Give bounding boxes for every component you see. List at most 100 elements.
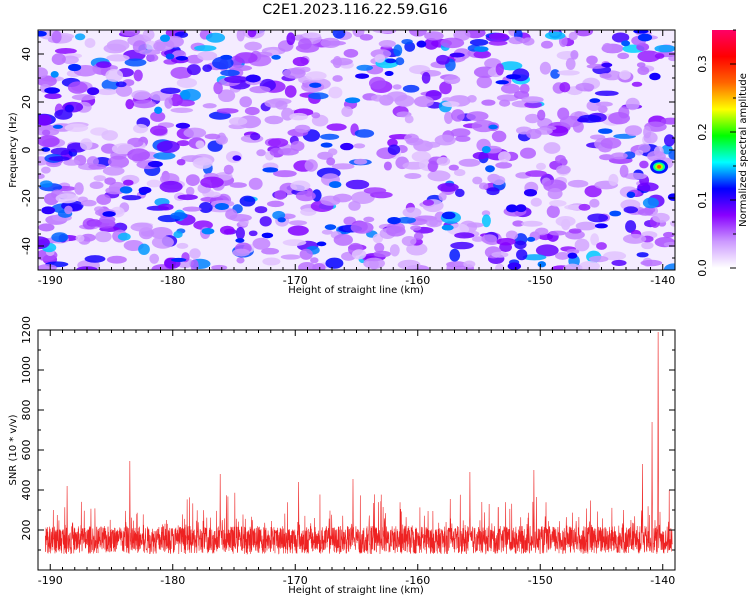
heatmap-cell [256,149,266,157]
heatmap-cell [157,203,174,211]
heatmap-cell [498,99,511,107]
heatmap-cell [71,94,96,101]
heatmap-cell [55,193,79,204]
heatmap-cell [402,84,420,93]
x-tick-label: -160 [405,574,430,587]
heatmap-cell [496,237,516,246]
heatmap-cell [660,117,675,125]
heatmap-cell [212,56,234,70]
heatmap-cell [290,140,305,152]
heatmap-cell [177,194,198,201]
heatmap-cell [611,259,627,266]
heatmap-cell [599,154,614,161]
colorbar-tick-label: 0.1 [696,191,709,209]
heatmap-cell [463,260,476,268]
heatmap-cell [332,193,353,203]
heatmap-cell [523,188,538,197]
colorbar-tick-label: 0.2 [696,123,709,141]
heatmap-cell [176,77,198,88]
heatmap-cell [96,88,118,96]
heatmap-cell [524,101,542,109]
heatmap-cell [401,39,413,45]
heatmap-cell [488,40,508,46]
heatmap-cell [413,232,424,240]
heatmap-cell [436,54,450,65]
heatmap-cell [598,128,613,134]
heatmap-cell [266,200,285,208]
heatmap-cell [540,40,554,49]
heatmap-cell [402,207,422,218]
heatmap-cell [354,129,375,138]
heatmap-cell [424,31,444,41]
heatmap-cell [95,230,112,243]
heatmap-cell [472,176,483,185]
heatmap-cell [586,55,598,65]
heatmap-cell [622,233,647,244]
heatmap-cell [38,30,47,37]
heatmap-cell [340,142,354,151]
heatmap-cell [668,149,675,160]
heatmap-cell [568,228,582,234]
heatmap-cell [101,79,120,91]
heatmap-cell [41,166,51,174]
heatmap-cell [643,206,656,214]
heatmap-cell [386,91,408,102]
heatmap-cell [505,230,518,241]
heatmap-cell [247,30,257,38]
heatmap-cell [319,133,340,140]
heatmap-cell [555,215,576,227]
heatmap-cell [106,255,127,264]
heatmap-cell [326,123,347,131]
heatmap-cell [608,173,619,186]
heatmap-cell [133,69,143,82]
heatmap-cell [235,226,245,240]
heatmap-cell [368,76,387,90]
heatmap-cell [170,107,194,113]
heatmap-cell [654,44,675,53]
heatmap-cell [584,185,602,198]
heatmap-cell [434,134,456,146]
heatmap-cell [506,74,521,80]
heatmap-cell [89,181,104,190]
heatmap-cell [481,210,491,217]
colorbar: 0.0 0.1 0.2 0.3 Normalized spectral amplitu… [696,29,749,277]
heatmap-cell [218,89,236,103]
snr-x-axis: -190 -180 -170 -160 -150 -140 [37,330,676,587]
snr-panel: -190 -180 -170 -160 -150 -140 200 400 600 800 100… [8,316,676,596]
heatmap-cell [220,54,233,60]
x-tick-label: -170 [283,274,308,287]
heatmap-cell [202,64,213,72]
heatmap-cell [330,57,353,66]
heatmap-cell [275,100,288,110]
heatmap-cell [333,233,353,246]
heatmap-cell [38,135,60,148]
heatmap-cell [197,51,218,61]
heatmap-cell [554,251,571,260]
heatmap-cell [355,73,370,79]
heatmap-cell [438,192,447,201]
heatmap-cell [102,211,116,217]
y-tick-label: 400 [20,480,33,501]
heatmap-cell [125,99,134,110]
heatmap-cell [277,217,286,223]
heatmap-cell [668,55,675,62]
heatmap-cell [449,248,461,262]
heatmap-cell [397,259,421,270]
heatmap-cell [373,250,391,258]
y-tick-label: -20 [20,189,33,207]
heatmap-cell [495,263,505,270]
heatmap-cell [496,94,519,102]
heatmap-cell [491,130,507,143]
x-tick-label: -160 [405,274,430,287]
heatmap-cell [44,93,62,100]
heatmap-cell [308,92,329,100]
heatmap-cell [466,111,489,121]
heatmap-cell [151,235,174,249]
heatmap-cell [244,106,260,116]
heatmap-cell [600,137,622,149]
x-tick-label: -140 [650,574,675,587]
heatmap-cell [74,33,86,41]
heatmap-cell [611,32,630,43]
heatmap-cell [147,160,163,168]
